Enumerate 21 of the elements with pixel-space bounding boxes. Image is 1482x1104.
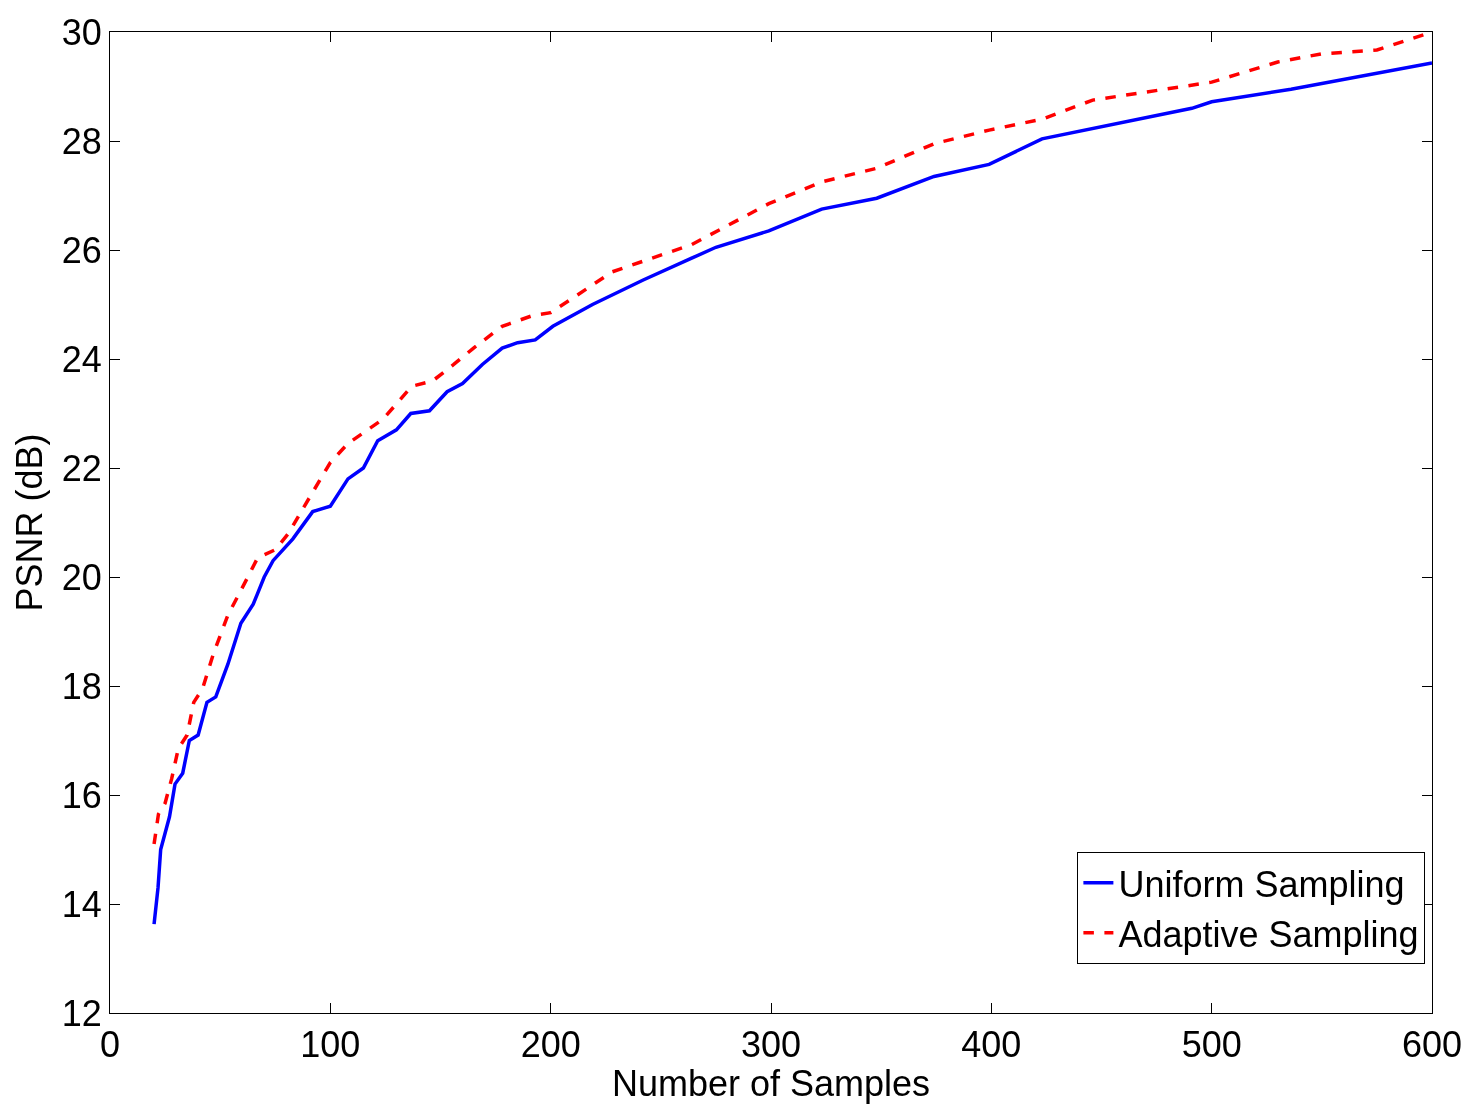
y-tick-label: 14 <box>61 883 102 925</box>
x-tick-label: 100 <box>300 1024 361 1066</box>
y-tick-label: 24 <box>61 338 102 380</box>
y-tick-label: 30 <box>61 11 102 53</box>
x-tick-label: 200 <box>520 1024 581 1066</box>
x-tick-label: 400 <box>961 1024 1022 1066</box>
y-tick-label: 12 <box>61 992 102 1034</box>
y-tick-label: 28 <box>61 120 102 162</box>
y-tick-label: 16 <box>61 774 102 816</box>
legend-label: Adaptive Sampling <box>1118 913 1419 955</box>
y-tick-label: 18 <box>61 665 102 707</box>
x-tick-label: 500 <box>1181 1024 1242 1066</box>
x-tick-label: 300 <box>740 1024 802 1066</box>
y-tick-label: 26 <box>61 229 102 271</box>
y-tick-label: 22 <box>61 447 102 489</box>
y-tick-label: 20 <box>61 556 102 598</box>
x-axis-title: Number of Samples <box>611 1063 931 1104</box>
legend-label: Uniform Sampling <box>1118 863 1405 905</box>
x-tick-label: 600 <box>1401 1024 1463 1066</box>
y-axis-title: PSNR (dB) <box>8 433 50 612</box>
x-tick-label: 0 <box>99 1024 121 1066</box>
